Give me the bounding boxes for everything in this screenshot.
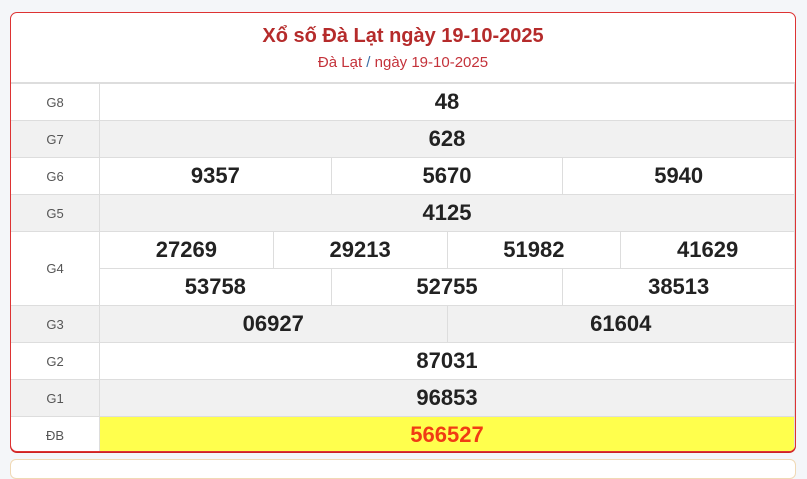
prize-number: 628: [428, 126, 466, 151]
breadcrumb-separator: /: [366, 54, 371, 71]
prize-label: G5: [11, 194, 100, 232]
prize-number: 61604: [446, 306, 795, 342]
prize-label: G1: [11, 379, 100, 417]
prize-label: G6: [11, 157, 100, 195]
prize-label: G2: [11, 342, 100, 380]
prize-number: 06927: [242, 311, 304, 336]
prize-number: 5670: [330, 158, 563, 194]
prize-label: G4: [11, 231, 100, 306]
prize-numbers: 628: [99, 120, 795, 158]
lottery-result-card: Xổ số Đà Lạt ngày 19-10-2025 Đà Lạt / ng…: [10, 12, 796, 452]
prize-row-g1: G1 96853: [11, 379, 795, 417]
prize-number: 566527: [410, 422, 484, 447]
breadcrumb: Đà Lạt / ngày 19-10-2025: [11, 54, 795, 71]
prize-number: 4125: [422, 200, 472, 225]
breadcrumb-place-link[interactable]: Đà Lạt: [317, 54, 363, 71]
prize-number: 5940: [562, 158, 794, 194]
prize-row-g5: G5 4125: [11, 194, 795, 232]
next-section-box: [10, 459, 796, 479]
prize-numbers: 96853: [99, 379, 795, 417]
prize-number: 38513: [562, 269, 794, 305]
prize-number: 53758: [184, 274, 246, 299]
prize-numbers: 27269 29213 51982 41629: [99, 231, 795, 269]
prize-row-g4: 53758 52755 38513: [11, 268, 795, 306]
prize-number: 52755: [330, 269, 563, 305]
page-title: Xổ số Đà Lạt ngày 19-10-2025: [262, 25, 544, 47]
prize-row-g4: G4 27269 29213 51982 41629: [11, 231, 795, 306]
prize-number: 29213: [272, 232, 447, 268]
prize-numbers: 53758 52755 38513: [99, 268, 795, 306]
prize-number: 41629: [620, 232, 794, 268]
breadcrumb-date-link[interactable]: ngày 19-10-2025: [374, 54, 489, 71]
prize-number: 48: [434, 89, 460, 114]
prize-number: 87031: [416, 348, 478, 373]
prize-numbers: 4125: [99, 194, 795, 232]
prize-row-g6: G6 9357 5670 5940: [11, 157, 795, 195]
prize-label: G7: [11, 120, 100, 158]
prize-label: G3: [11, 305, 100, 343]
result-header: Xổ số Đà Lạt ngày 19-10-2025 Đà Lạt / ng…: [11, 13, 795, 83]
prize-number: 51982: [446, 232, 621, 268]
prize-number: 27269: [155, 237, 217, 262]
prize-label: ĐB: [11, 416, 100, 451]
prize-numbers: 06927 61604: [99, 305, 795, 343]
prize-number: 96853: [416, 385, 478, 410]
prize-number: 9357: [190, 163, 240, 188]
prize-numbers: 566527: [99, 416, 795, 451]
prize-row-g7: G7 628: [11, 120, 795, 158]
prize-row-đb: ĐB 566527: [11, 416, 795, 451]
prize-numbers: 9357 5670 5940: [99, 157, 795, 195]
prize-row-g3: G3 06927 61604: [11, 305, 795, 343]
prize-row-g8: G8 48: [11, 83, 795, 121]
prize-numbers: 48: [99, 83, 795, 121]
results-table: G8 48 G7 628 G6 9357 5670 5940 G5 4125 G4 27269 2921…: [11, 83, 795, 451]
prize-row-g2: G2 87031: [11, 342, 795, 380]
prize-numbers: 87031: [99, 342, 795, 380]
prize-label: G8: [11, 83, 100, 121]
